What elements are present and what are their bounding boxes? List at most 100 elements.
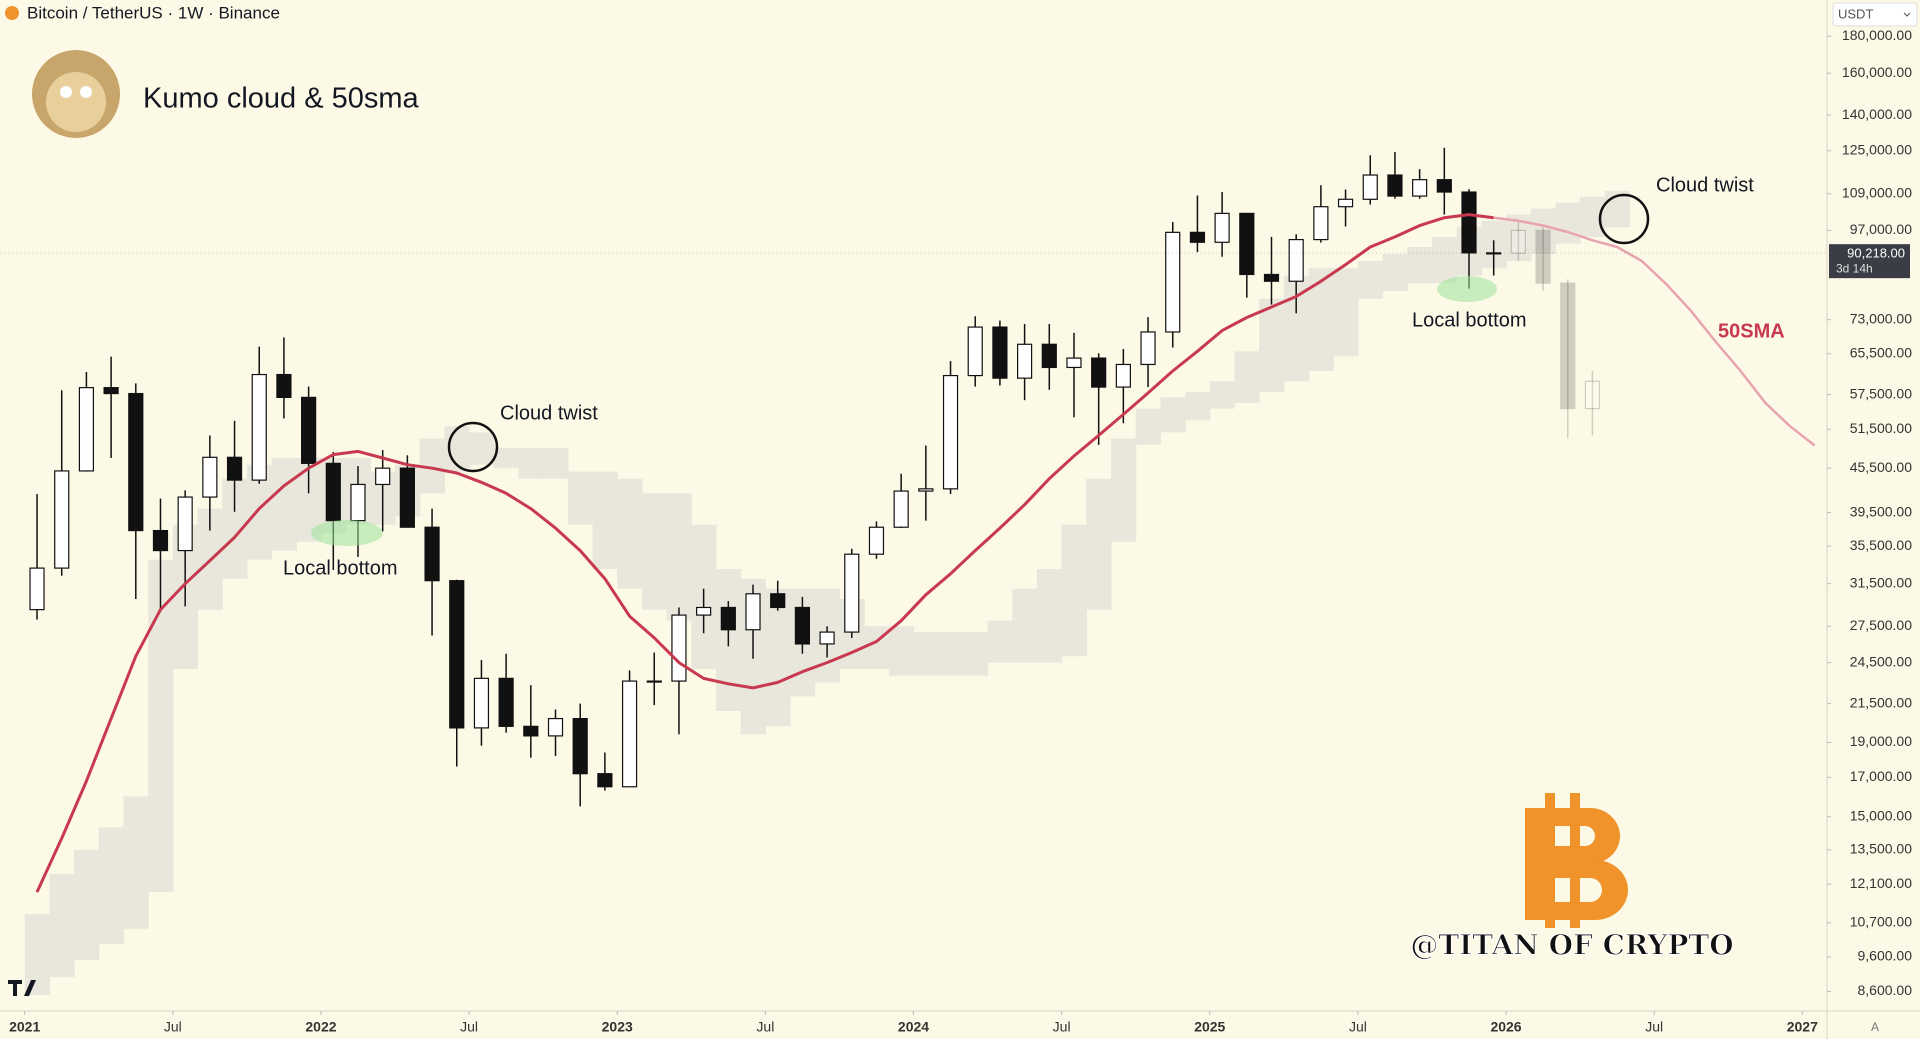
- candle-body: [572, 717, 588, 775]
- annotation: 50SMA: [1718, 320, 1785, 342]
- candle-body: [547, 717, 564, 737]
- cloud-segment: [1160, 397, 1186, 433]
- candle-body: [276, 373, 292, 398]
- candle-body: [350, 483, 366, 522]
- cloud-segment: [469, 432, 495, 465]
- watermark: @TITAN OF CRYPTO: [1410, 929, 1733, 962]
- tradingview-logo[interactable]: [8, 980, 36, 996]
- candle-body: [918, 488, 934, 492]
- y-tick-label: 51,500.00: [1850, 420, 1912, 436]
- candle-body: [128, 392, 144, 532]
- cloud-segment: [1086, 478, 1112, 610]
- cloud-segment: [1357, 260, 1384, 299]
- cloud-segment: [493, 448, 520, 469]
- x-tick-label: Jul: [1645, 1019, 1663, 1035]
- cloud-segment: [1135, 408, 1161, 445]
- chart-title: Kumo cloud & 50sma: [143, 83, 420, 115]
- annotation-layer: Cloud twist Cloud twist Local bottom Local …: [283, 174, 1785, 579]
- cloud-segment: [1209, 381, 1236, 409]
- candle-body: [1017, 343, 1033, 379]
- x-tick-label: 2023: [602, 1019, 633, 1035]
- y-tick-label: 57,500.00: [1850, 385, 1912, 401]
- cloud-segment: [765, 588, 791, 727]
- y-tick-label: 24,500.00: [1850, 653, 1912, 669]
- candle-body: [449, 580, 465, 729]
- candle-body: [473, 677, 490, 729]
- cloud-segment: [98, 827, 125, 945]
- cloud-segment: [1012, 588, 1038, 663]
- cloud-segment: [938, 632, 964, 676]
- currency-button[interactable]: [1832, 2, 1918, 27]
- candle-body: [844, 553, 860, 633]
- annotation: Local bottom: [1412, 309, 1527, 331]
- candle-body: [152, 529, 169, 552]
- candle-body: [1510, 229, 1526, 254]
- candle-body: [202, 456, 218, 498]
- y-tick-label: 73,000.00: [1850, 310, 1912, 326]
- candle-body: [29, 567, 45, 611]
- x-tick-label: Jul: [1349, 1019, 1367, 1035]
- cloud-segment: [123, 796, 149, 929]
- candle-body: [325, 462, 341, 522]
- currency-label[interactable]: USDT: [1838, 6, 1873, 21]
- candle-body: [1140, 331, 1156, 366]
- y-tick-label: 12,100.00: [1850, 875, 1912, 891]
- cloud-segment: [1308, 268, 1334, 371]
- symbol-header[interactable]: Bitcoin / TetherUS · 1W · Binance: [27, 3, 280, 22]
- candle-body: [621, 680, 638, 788]
- candle-body: [523, 725, 539, 737]
- local-bottom-marker: [311, 520, 383, 546]
- annotation: Local bottom: [283, 557, 398, 579]
- candle-body: [54, 470, 70, 569]
- y-tick-label: 27,500.00: [1850, 617, 1912, 633]
- candle-body: [1387, 174, 1403, 197]
- y-tick-label: 17,000.00: [1850, 768, 1912, 784]
- annotation: Cloud twist: [500, 402, 598, 424]
- cloud-segment: [74, 849, 100, 961]
- candle-body: [671, 614, 687, 682]
- candle-body: [1214, 212, 1230, 243]
- candle-body: [177, 496, 193, 552]
- avatar-eye: [80, 86, 92, 98]
- y-tick-label: 15,000.00: [1850, 807, 1912, 823]
- local-bottom-marker: [1437, 276, 1497, 302]
- y-tick-label: 35,500.00: [1850, 537, 1912, 553]
- candle-body: [745, 593, 761, 631]
- y-tick-label: 19,000.00: [1850, 733, 1912, 749]
- candle-body: [597, 773, 613, 788]
- x-tick-label: 2026: [1490, 1019, 1521, 1035]
- candle-body: [893, 490, 909, 528]
- cloud-twist-marker: [447, 421, 499, 473]
- cloud-segment: [1382, 253, 1408, 291]
- auto-scale-button[interactable]: A: [1871, 1020, 1879, 1034]
- candle-body: [1165, 231, 1181, 333]
- y-tick-label: 97,000.00: [1850, 221, 1912, 237]
- candle-body: [770, 593, 786, 609]
- candle-body: [646, 680, 662, 683]
- candle-body: [1461, 191, 1477, 254]
- candle-body: [1412, 179, 1428, 197]
- x-tick-label: 2021: [9, 1019, 40, 1035]
- y-tick-label: 13,500.00: [1850, 840, 1912, 856]
- cloud-segment: [987, 620, 1013, 663]
- candle-body: [696, 606, 712, 616]
- cloud-segment: [641, 493, 668, 610]
- x-tick-label: Jul: [1053, 1019, 1071, 1035]
- avatar-eye: [60, 86, 72, 98]
- sma-line: [1493, 216, 1816, 447]
- cloud-segment: [962, 632, 989, 676]
- y-tick-label: 31,500.00: [1850, 574, 1912, 590]
- x-tick-label: Jul: [164, 1019, 182, 1035]
- x-tick-label: 2024: [898, 1019, 929, 1035]
- y-tick-label: 125,000.00: [1842, 141, 1912, 157]
- cloud-twist-marker: [1598, 193, 1650, 245]
- candle-body: [1560, 282, 1576, 410]
- cloud-segment: [1259, 298, 1285, 392]
- x-tick-label: 2027: [1787, 1019, 1818, 1035]
- cloud-segment: [1061, 524, 1087, 657]
- x-tick-label: Jul: [460, 1019, 478, 1035]
- cloud-segment: [271, 457, 297, 551]
- y-tick-label: 180,000.00: [1842, 27, 1912, 43]
